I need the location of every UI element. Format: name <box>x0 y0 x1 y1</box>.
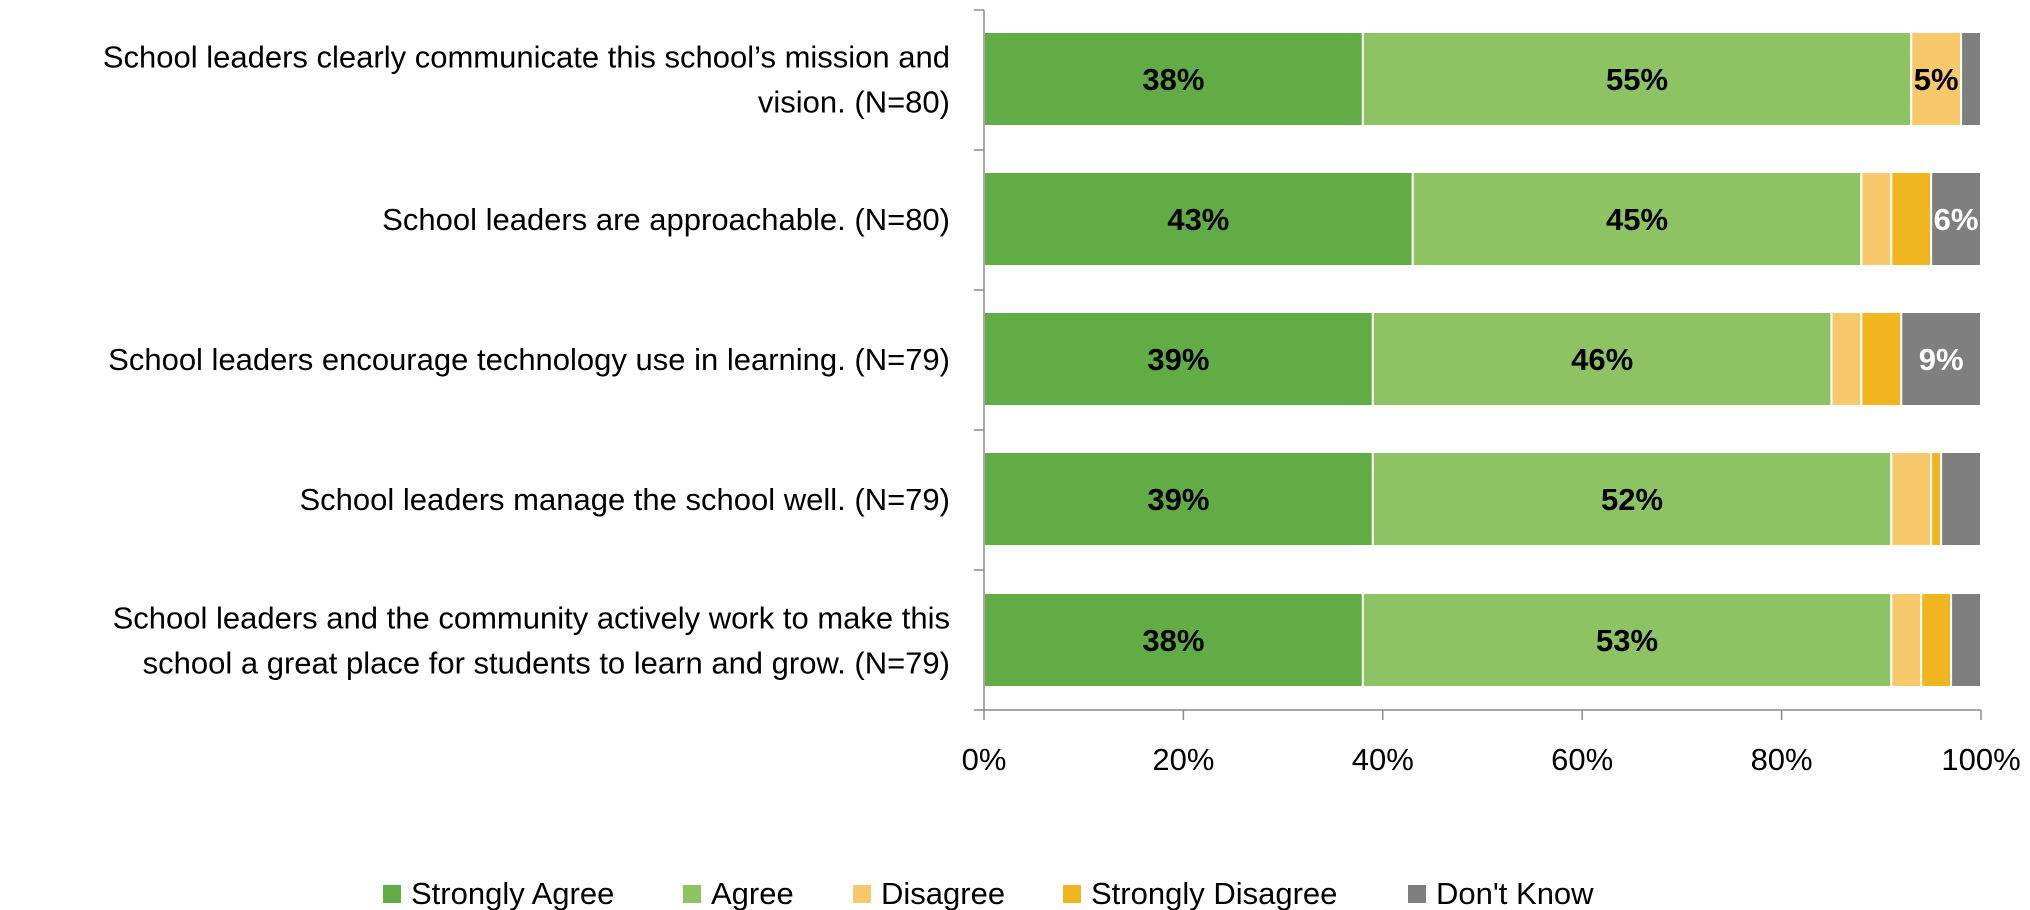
bar-segment-strongly-agree-1 <box>983 171 1414 267</box>
bar-segment-strongly-agree-3 <box>983 451 1374 547</box>
x-tick-label-1: 20% <box>1152 742 1214 777</box>
bar-segment-strongly-disagree-1 <box>1890 171 1933 267</box>
legend-label-0: Strongly Agree <box>411 876 614 910</box>
legend-label-4: Don't Know <box>1436 876 1594 910</box>
data-label-1-3: 52% <box>1601 482 1663 517</box>
bar-segment-don-t-know-1 <box>1930 171 1983 267</box>
bar-segment-disagree-3 <box>1890 451 1933 547</box>
bar-segment-strongly-agree-4 <box>983 592 1364 688</box>
x-tick-label-4: 80% <box>1751 742 1813 777</box>
bar-segment-don-t-know-0 <box>1960 31 1983 127</box>
legend-swatch-4 <box>1408 885 1426 903</box>
data-label-0-3: 39% <box>1147 482 1209 517</box>
bar-segment-disagree-2 <box>1830 311 1863 407</box>
bar-segment-don-t-know-4 <box>1950 592 1982 688</box>
category-label-0-line-1: vision. (N=80) <box>758 85 950 120</box>
x-tick-labels: 0% 20% 40% 60% 80% 100% <box>962 742 2021 777</box>
bar-segment-strongly-disagree-4 <box>1920 592 1953 688</box>
bar-segment-don-t-know-2 <box>1900 311 1982 407</box>
category-labels: School leaders clearly communicate this … <box>103 40 950 681</box>
bar-segment-agree-1 <box>1411 171 1863 267</box>
bar-segment-don-t-know-3 <box>1940 451 1982 547</box>
bar-segment-strongly-agree-2 <box>983 311 1374 407</box>
axes-layer <box>974 9 1982 720</box>
data-label-0-4: 38% <box>1142 623 1204 658</box>
bar-segment-disagree-0 <box>1910 31 1963 127</box>
data-label-1-1: 45% <box>1606 202 1668 237</box>
legend-swatch-1 <box>683 885 701 903</box>
data-label-0-1: 43% <box>1167 202 1229 237</box>
data-label-1-2: 46% <box>1571 342 1633 377</box>
category-label-2-line-0: School leaders encourage technology use … <box>108 342 950 377</box>
legend-swatch-3 <box>1063 885 1081 903</box>
category-label-0-line-0: School leaders clearly communicate this … <box>103 40 950 75</box>
bar-segment-strongly-agree-0 <box>983 31 1364 127</box>
legend-label-3: Strongly Disagree <box>1091 876 1337 910</box>
category-label-1-line-0: School leaders are approachable. (N=80) <box>382 202 950 237</box>
data-label-2-0: 5% <box>1914 62 1959 97</box>
bars-layer: 38% 55% 5% 43% 45% 6% 39% 46% 9% 39% 52% 38% 53% <box>983 31 1983 688</box>
bar-segment-disagree-4 <box>1890 592 1923 688</box>
x-tick-label-0: 0% <box>962 742 1007 777</box>
category-label-4-line-0: School leaders and the community activel… <box>113 601 950 636</box>
data-label-0-2: 39% <box>1147 342 1209 377</box>
legend-label-1: Agree <box>711 876 794 910</box>
legend-swatch-0 <box>383 885 401 903</box>
bar-segment-agree-2 <box>1371 311 1833 407</box>
bar-segment-strongly-disagree-2 <box>1860 311 1903 407</box>
category-label-3-line-0: School leaders manage the school well. (… <box>299 482 950 517</box>
data-label-1-4: 53% <box>1596 623 1658 658</box>
legend: Strongly Agree Agree Disagree Strongly Disa… <box>383 876 1594 910</box>
bar-segment-strongly-disagree-3 <box>1930 451 1943 547</box>
data-label-4-1: 6% <box>1934 202 1979 237</box>
x-tick-label-3: 60% <box>1551 742 1613 777</box>
x-tick-label-2: 40% <box>1352 742 1414 777</box>
data-label-1-0: 55% <box>1606 62 1668 97</box>
legend-swatch-2 <box>853 885 871 903</box>
data-label-4-2: 9% <box>1919 342 1964 377</box>
data-label-0-0: 38% <box>1142 62 1204 97</box>
bar-segment-agree-4 <box>1361 592 1893 688</box>
category-label-4-line-1: school a great place for students to lea… <box>143 646 950 681</box>
legend-label-2: Disagree <box>881 876 1005 910</box>
x-tick-label-5: 100% <box>1941 742 2020 777</box>
bar-segment-agree-0 <box>1361 31 1913 127</box>
bar-segment-disagree-1 <box>1860 171 1893 267</box>
